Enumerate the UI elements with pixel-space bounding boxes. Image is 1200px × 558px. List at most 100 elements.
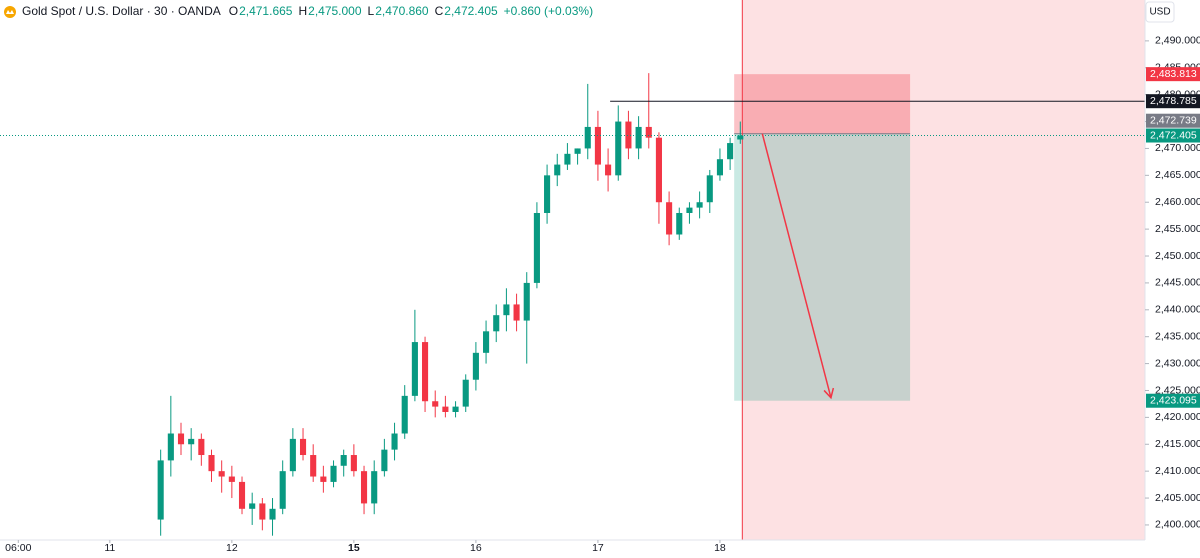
currency: USD bbox=[1149, 7, 1170, 18]
y-tick-label: 2,490.000 bbox=[1155, 35, 1200, 47]
candle-body bbox=[462, 379, 469, 407]
candle-body bbox=[655, 137, 662, 203]
price-badge-label: 2,483.813 bbox=[1150, 68, 1197, 80]
candle-body bbox=[350, 455, 357, 472]
candle-body bbox=[676, 212, 683, 235]
y-tick-label: 2,450.000 bbox=[1155, 250, 1200, 262]
ohlc-value: 2,475.000 bbox=[308, 4, 362, 18]
change: +0.860 (+0.03%) bbox=[504, 4, 593, 18]
candle-body bbox=[432, 401, 439, 407]
price-badge bbox=[1146, 67, 1200, 82]
candle-body bbox=[381, 449, 388, 472]
candle-body bbox=[371, 471, 378, 504]
candle-body bbox=[228, 476, 235, 482]
ohlc-value: 2,470.860 bbox=[375, 4, 429, 18]
price-badge-label: 2,478.785 bbox=[1150, 95, 1197, 107]
candle-body bbox=[696, 202, 703, 208]
x-tick-label: 15 bbox=[348, 542, 360, 553]
candle-body bbox=[279, 471, 286, 509]
candle-body bbox=[472, 352, 479, 380]
ohlc-value: 2,472.405 bbox=[444, 4, 498, 18]
y-tick-label: 2,465.000 bbox=[1155, 169, 1200, 181]
price-badge bbox=[1146, 94, 1200, 109]
future-zone bbox=[742, 0, 1145, 540]
y-tick-label: 2,435.000 bbox=[1155, 330, 1200, 342]
candle-body bbox=[401, 395, 408, 434]
candle-body bbox=[188, 438, 195, 445]
candle-body bbox=[259, 503, 266, 520]
header: Gold Spot / U.S. Dollar · 30 · OANDA O 2,4… bbox=[4, 4, 593, 18]
arrow-head bbox=[823, 387, 835, 400]
candle-body bbox=[360, 471, 368, 504]
candle-body bbox=[594, 126, 601, 165]
ohlc-prefix: C bbox=[435, 4, 444, 18]
arrow bbox=[761, 133, 832, 398]
y-tick-label: 2,400.000 bbox=[1155, 519, 1200, 531]
candle-body bbox=[177, 433, 185, 445]
candle-body bbox=[605, 164, 612, 176]
price-badge bbox=[1146, 393, 1200, 408]
candle-body bbox=[330, 465, 337, 482]
price-badge-label: 2,472.405 bbox=[1150, 129, 1197, 141]
candle-body bbox=[523, 282, 530, 321]
symbol-icon bbox=[4, 6, 16, 18]
candle-body bbox=[483, 331, 490, 353]
x-tick-label: 18 bbox=[714, 542, 726, 553]
candle-body bbox=[503, 304, 510, 316]
candle-body bbox=[167, 433, 174, 461]
price-badge-label: 2,423.095 bbox=[1150, 395, 1197, 407]
currency-box[interactable] bbox=[1145, 1, 1175, 23]
x-tick-label: 16 bbox=[470, 542, 482, 553]
candle-body bbox=[442, 406, 449, 412]
ohlc-prefix: O bbox=[229, 4, 238, 18]
ohlc-value: 2,471.665 bbox=[239, 4, 293, 18]
price-badge-label: 2,472.739 bbox=[1150, 114, 1197, 126]
candle-body bbox=[574, 148, 581, 154]
ohlc-prefix: L bbox=[368, 4, 375, 18]
candle-body bbox=[269, 508, 276, 520]
candle-body bbox=[310, 455, 317, 477]
candle-body bbox=[238, 481, 246, 509]
stop-zone bbox=[734, 74, 911, 134]
target-zone bbox=[734, 133, 911, 401]
x-tick-label: 12 bbox=[226, 542, 238, 553]
candle-body bbox=[544, 175, 551, 213]
candle-body bbox=[299, 438, 307, 456]
candle-body bbox=[645, 126, 652, 138]
price-axis bbox=[1145, 0, 1200, 553]
candle-body bbox=[615, 121, 622, 176]
candle-body bbox=[198, 438, 205, 456]
candle-body bbox=[584, 126, 591, 149]
candle-body bbox=[493, 315, 500, 332]
y-tick-label: 2,425.000 bbox=[1155, 384, 1200, 396]
x-tick-label: 11 bbox=[104, 542, 115, 553]
y-tick-label: 2,440.000 bbox=[1155, 304, 1200, 316]
candle-body bbox=[737, 135, 744, 140]
y-tick-label: 2,430.000 bbox=[1155, 357, 1200, 369]
y-tick-label: 2,470.000 bbox=[1155, 142, 1200, 154]
candle-body bbox=[716, 159, 723, 176]
candle-body bbox=[727, 143, 734, 160]
candle-body bbox=[452, 406, 459, 412]
candle-body bbox=[320, 476, 327, 482]
candle-body bbox=[289, 438, 296, 472]
price-badge bbox=[1146, 128, 1200, 143]
candle-body bbox=[666, 202, 673, 235]
candle-body bbox=[340, 455, 347, 466]
axis-layer: 2,400.000 2,405.000 2,410.000 2,415.000 2,42… bbox=[5, 35, 1200, 554]
candle-body bbox=[513, 304, 520, 321]
y-tick-label: 2,405.000 bbox=[1155, 492, 1200, 504]
candle-body bbox=[635, 126, 642, 149]
candle-body bbox=[686, 207, 693, 213]
y-tick-label: 2,445.000 bbox=[1155, 277, 1200, 289]
candle-body bbox=[706, 175, 713, 203]
candle-body bbox=[554, 164, 561, 176]
y-tick-label: 2,410.000 bbox=[1155, 465, 1200, 477]
candle-body bbox=[208, 455, 215, 472]
candle-body bbox=[249, 503, 256, 509]
y-tick-label: 2,455.000 bbox=[1155, 223, 1200, 235]
symbol-icon-glyph bbox=[6, 10, 14, 14]
candle-body bbox=[411, 342, 418, 396]
